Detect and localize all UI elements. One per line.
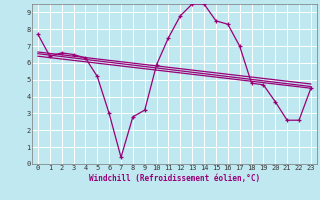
X-axis label: Windchill (Refroidissement éolien,°C): Windchill (Refroidissement éolien,°C) [89, 174, 260, 183]
